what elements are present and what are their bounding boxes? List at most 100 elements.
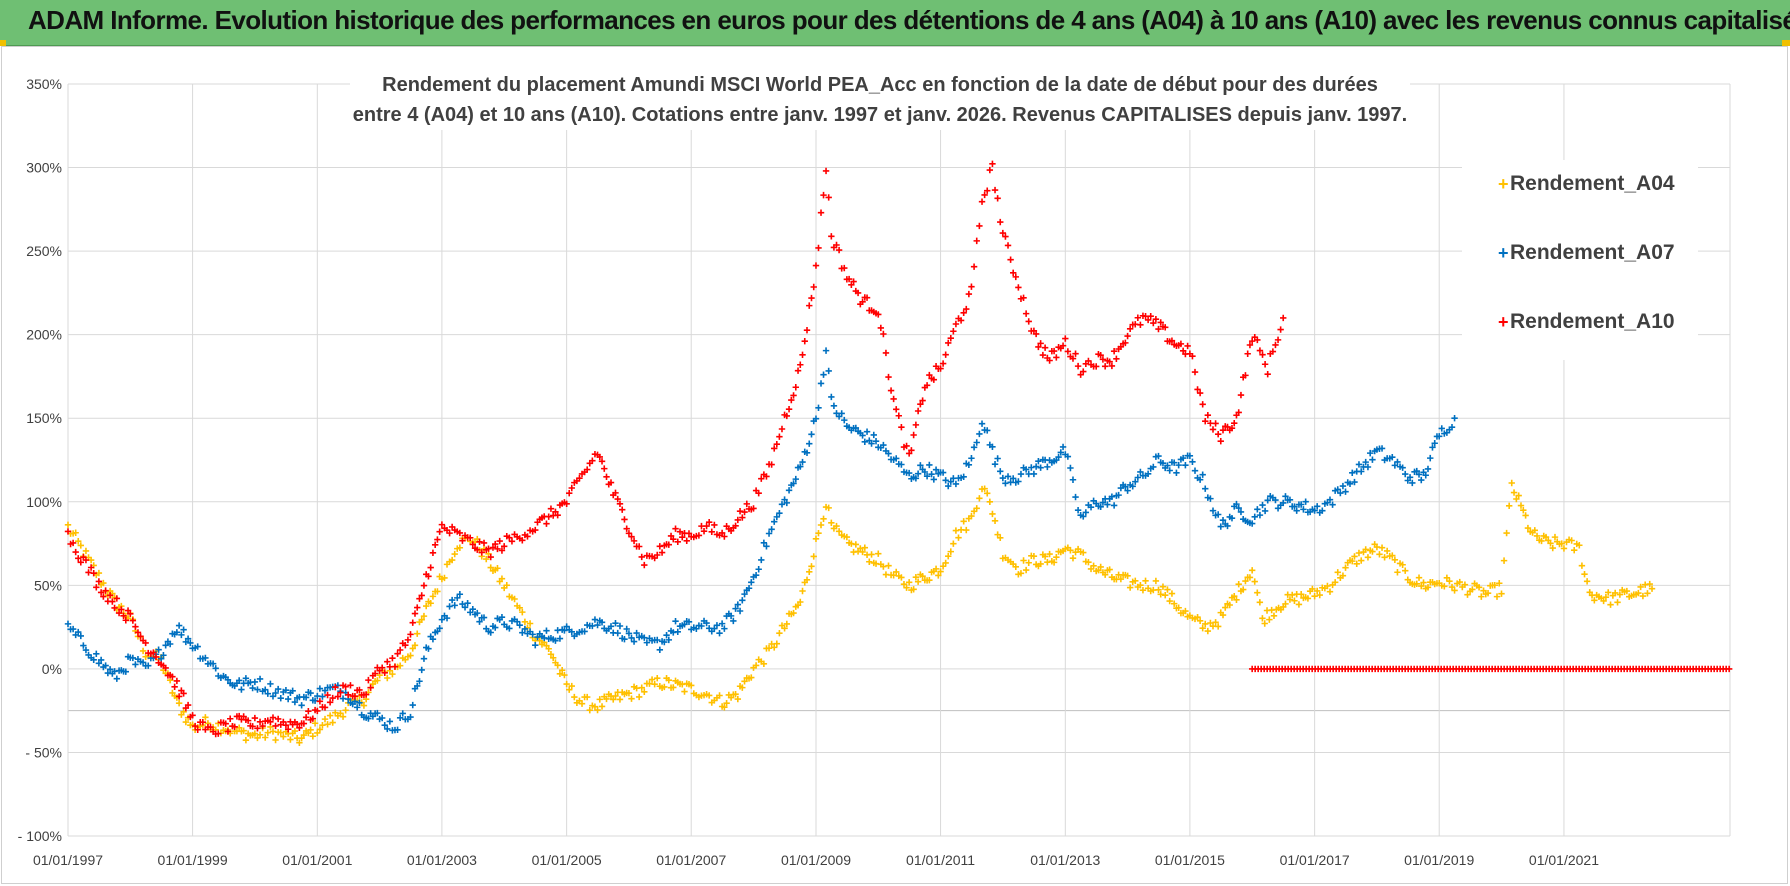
data-point bbox=[1152, 577, 1160, 585]
data-point bbox=[1207, 495, 1214, 502]
data-point bbox=[485, 545, 492, 552]
data-point bbox=[467, 534, 474, 542]
data-point bbox=[171, 683, 178, 691]
data-point bbox=[828, 393, 835, 401]
data-point bbox=[1369, 456, 1376, 463]
data-point bbox=[1362, 546, 1369, 553]
data-point bbox=[1217, 437, 1224, 445]
data-point bbox=[1122, 483, 1129, 490]
data-point bbox=[184, 701, 192, 709]
data-point bbox=[1126, 584, 1134, 591]
data-point bbox=[321, 715, 329, 723]
data-point bbox=[1402, 567, 1409, 574]
chart-title-line-1: Rendement du placement Amundi MSCI World… bbox=[382, 74, 1378, 96]
data-point bbox=[991, 517, 999, 525]
data-point bbox=[1614, 599, 1621, 606]
data-point bbox=[705, 692, 713, 699]
data-point bbox=[859, 298, 866, 306]
data-point bbox=[1037, 340, 1044, 347]
data-point bbox=[231, 723, 238, 731]
y-tick-label: 200% bbox=[26, 327, 62, 343]
data-point bbox=[1137, 468, 1144, 476]
data-point bbox=[480, 614, 488, 621]
data-point bbox=[427, 564, 434, 571]
data-point bbox=[1254, 506, 1261, 513]
data-point bbox=[127, 610, 134, 618]
data-point bbox=[942, 351, 949, 358]
data-point bbox=[797, 463, 804, 470]
data-point bbox=[739, 514, 746, 521]
data-point bbox=[1237, 508, 1245, 516]
data-point bbox=[1199, 471, 1206, 478]
data-point bbox=[1191, 368, 1199, 376]
data-point bbox=[893, 406, 900, 413]
data-point bbox=[1441, 583, 1448, 590]
data-point bbox=[732, 522, 739, 530]
data-point bbox=[1189, 353, 1196, 360]
data-point bbox=[1355, 461, 1363, 468]
data-point bbox=[508, 538, 516, 545]
data-point bbox=[411, 610, 419, 617]
data-point bbox=[411, 642, 419, 649]
data-point bbox=[416, 678, 423, 685]
data-point bbox=[1478, 593, 1485, 600]
data-point bbox=[610, 696, 617, 703]
data-point bbox=[828, 233, 835, 240]
data-point bbox=[1406, 474, 1414, 481]
data-point bbox=[226, 715, 234, 722]
data-point bbox=[137, 633, 144, 640]
data-point bbox=[1069, 554, 1077, 562]
data-point bbox=[1549, 544, 1556, 552]
data-point bbox=[1251, 578, 1258, 585]
data-point bbox=[1057, 449, 1065, 456]
data-point bbox=[778, 501, 786, 508]
data-point bbox=[1106, 358, 1113, 365]
data-point bbox=[1300, 506, 1307, 513]
data-point bbox=[558, 667, 566, 674]
data-point bbox=[173, 629, 181, 636]
data-point bbox=[1170, 459, 1178, 466]
data-point bbox=[1064, 453, 1072, 460]
data-point bbox=[952, 320, 960, 328]
data-point bbox=[963, 305, 970, 313]
data-point bbox=[734, 601, 742, 608]
data-point bbox=[311, 720, 319, 727]
data-point bbox=[621, 635, 628, 643]
data-point bbox=[976, 495, 983, 502]
data-point bbox=[414, 630, 421, 637]
x-tick-label: 01/01/2009 bbox=[781, 852, 851, 868]
data-point bbox=[815, 244, 822, 252]
data-point bbox=[976, 430, 983, 438]
data-point bbox=[852, 424, 860, 432]
data-point bbox=[480, 539, 488, 547]
data-point bbox=[693, 625, 700, 632]
data-point bbox=[1064, 348, 1072, 355]
data-point bbox=[451, 602, 458, 609]
data-point bbox=[665, 541, 672, 548]
data-point bbox=[932, 565, 940, 573]
data-point bbox=[1248, 567, 1256, 574]
data-point bbox=[189, 712, 196, 719]
data-point bbox=[817, 209, 825, 216]
y-tick-label: 100% bbox=[26, 494, 62, 510]
data-point bbox=[1144, 470, 1152, 477]
data-point bbox=[545, 645, 552, 652]
data-point bbox=[427, 600, 434, 607]
data-point bbox=[571, 693, 578, 701]
data-point bbox=[1046, 550, 1053, 558]
data-point bbox=[1233, 596, 1240, 604]
data-point bbox=[1041, 553, 1049, 560]
data-point bbox=[1583, 578, 1591, 585]
data-point bbox=[1272, 496, 1279, 504]
data-point bbox=[1219, 611, 1227, 619]
data-point bbox=[1277, 326, 1284, 333]
data-point bbox=[783, 499, 791, 507]
data-point bbox=[648, 676, 656, 683]
data-point bbox=[1020, 294, 1027, 302]
data-point bbox=[937, 568, 944, 575]
data-point bbox=[942, 559, 949, 567]
data-point bbox=[688, 682, 695, 689]
data-point bbox=[1237, 391, 1245, 399]
data-point bbox=[521, 625, 529, 633]
data-point bbox=[337, 710, 344, 717]
